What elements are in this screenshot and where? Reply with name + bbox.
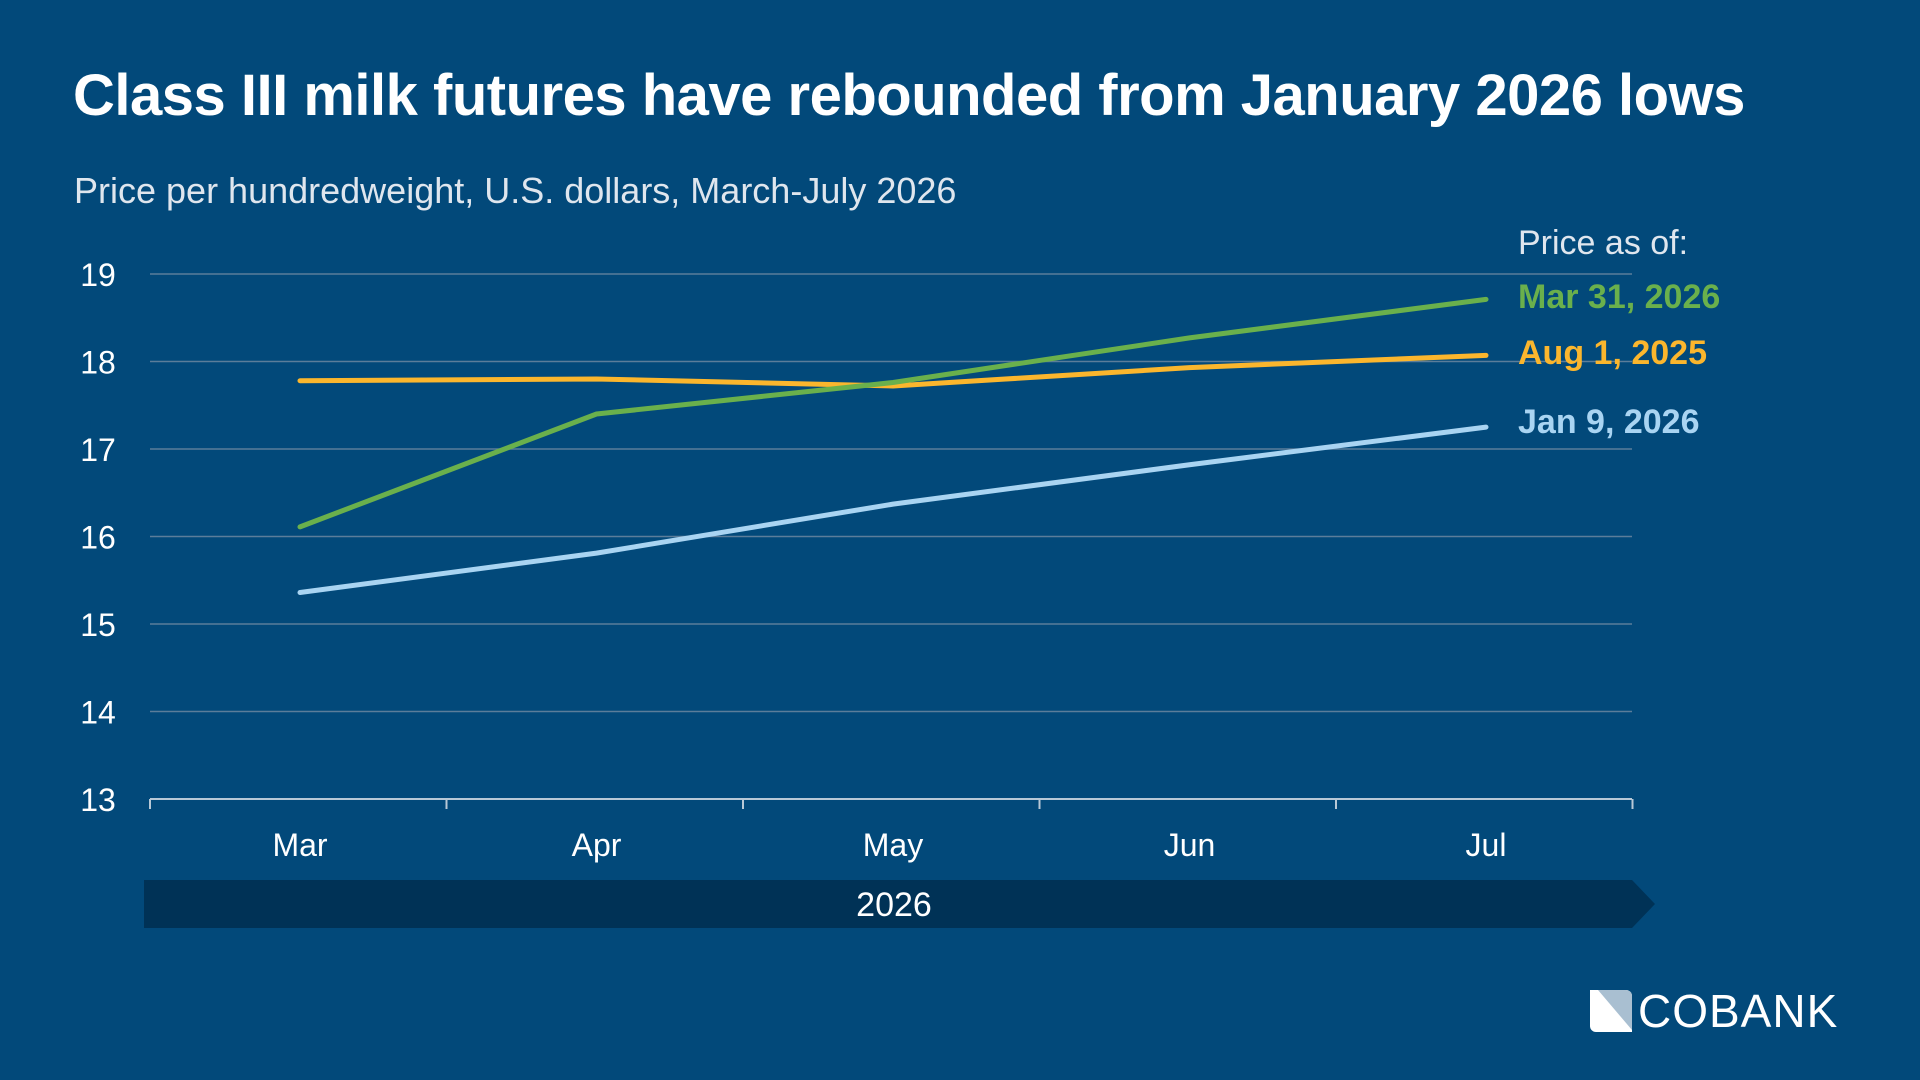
- legend-mar-31-2026: Mar 31, 2026: [1518, 278, 1721, 316]
- x-tick-label: Mar: [272, 827, 327, 863]
- chart-title: Class III milk futures have rebounded fr…: [73, 63, 1745, 128]
- legend-aug-1-2025: Aug 1, 2025: [1518, 334, 1707, 372]
- x-tick-label: Jul: [1466, 827, 1507, 863]
- year-label: 2026: [856, 886, 932, 924]
- x-tick-label: Apr: [572, 827, 622, 863]
- cobank-logo-mark-icon: [1590, 990, 1632, 1032]
- y-tick-label: 15: [80, 607, 116, 643]
- legend-jan-9-2026: Jan 9, 2026: [1518, 403, 1700, 441]
- y-tick-label: 18: [80, 345, 116, 381]
- x-tick-label: Jun: [1164, 827, 1216, 863]
- series-line-mar-31-2026: [297, 296, 1489, 530]
- y-tick-label: 16: [80, 520, 116, 556]
- y-tick-label: 17: [80, 432, 116, 468]
- y-tick-label: 13: [80, 782, 116, 818]
- series-line-aug-1-2025: [297, 352, 1489, 389]
- series-line-jan-9-2026: [297, 424, 1489, 595]
- y-tick-label: 14: [80, 695, 116, 731]
- x-tick-label: May: [863, 827, 923, 863]
- year-banner: [144, 880, 1655, 928]
- logo-text: COBANK: [1638, 985, 1839, 1037]
- cobank-logo: COBANK: [1590, 984, 1838, 1038]
- legend-title: Price as of:: [1518, 224, 1689, 262]
- chart-subtitle: Price per hundredweight, U.S. dollars, M…: [74, 170, 957, 211]
- y-tick-label: 19: [80, 257, 116, 293]
